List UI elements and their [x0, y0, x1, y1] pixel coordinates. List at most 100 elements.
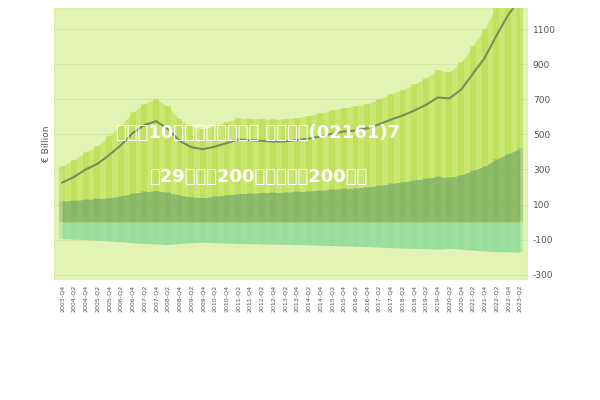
Bar [388, 184, 394, 222]
Bar [176, 222, 182, 244]
Bar [505, 0, 511, 154]
Bar [388, 222, 394, 248]
Bar [400, 182, 406, 222]
Bar [294, 222, 300, 244]
Bar [305, 116, 311, 191]
Bar [83, 152, 89, 199]
Bar [493, 159, 499, 222]
Bar [400, 90, 406, 182]
Bar [294, 118, 300, 191]
Bar [83, 199, 89, 222]
Bar [423, 78, 429, 178]
Bar [224, 122, 229, 195]
Bar [353, 188, 358, 222]
Bar [470, 46, 476, 170]
Bar [341, 108, 347, 188]
Bar [271, 192, 277, 222]
Bar [118, 196, 124, 222]
Bar [282, 192, 288, 222]
Bar [446, 177, 452, 222]
Bar [106, 222, 112, 241]
Bar [458, 62, 464, 175]
Bar [435, 70, 440, 176]
Bar [224, 222, 229, 243]
Bar [305, 191, 311, 222]
Bar [423, 178, 429, 222]
Bar [435, 176, 440, 222]
Bar [235, 222, 241, 244]
Y-axis label: € Billion: € Billion [42, 126, 51, 162]
Bar [388, 94, 394, 184]
Bar [259, 222, 265, 244]
Bar [200, 198, 206, 222]
Bar [517, 222, 523, 252]
Bar [71, 160, 77, 200]
Bar [482, 166, 488, 222]
Bar [176, 120, 182, 195]
Bar [435, 222, 440, 249]
Bar [259, 193, 265, 222]
Bar [517, 0, 523, 148]
Bar [411, 222, 417, 248]
Bar [235, 194, 241, 222]
Bar [353, 106, 358, 188]
Bar [188, 222, 194, 243]
Bar [83, 222, 89, 240]
Bar [353, 222, 358, 246]
Bar [294, 191, 300, 222]
Bar [94, 222, 100, 240]
Bar [71, 200, 77, 222]
Bar [411, 84, 417, 180]
Bar [305, 222, 311, 245]
Bar [317, 190, 323, 222]
Bar [212, 196, 218, 222]
Bar [271, 222, 277, 244]
Bar [376, 99, 382, 185]
Bar [493, 222, 499, 252]
Bar [470, 170, 476, 222]
Bar [341, 222, 347, 246]
Bar [94, 198, 100, 222]
Bar [59, 166, 65, 201]
Bar [188, 126, 194, 197]
Bar [59, 201, 65, 222]
Bar [400, 222, 406, 248]
Bar [142, 222, 147, 244]
Bar [376, 222, 382, 247]
Bar [54, 8, 528, 280]
Bar [130, 193, 136, 222]
Bar [130, 222, 136, 243]
Bar [153, 99, 159, 190]
Bar [259, 119, 265, 193]
Bar [212, 222, 218, 243]
Bar [376, 185, 382, 222]
Bar [165, 222, 171, 244]
Bar [235, 118, 241, 194]
Bar [247, 222, 253, 244]
Bar [505, 222, 511, 252]
Bar [247, 118, 253, 193]
Bar [106, 198, 112, 222]
Bar [505, 154, 511, 222]
Bar [329, 110, 335, 189]
Bar [446, 72, 452, 177]
Bar [200, 222, 206, 242]
Bar [271, 120, 277, 192]
Bar [446, 222, 452, 248]
Bar [341, 188, 347, 222]
Bar [224, 195, 229, 222]
Bar [153, 222, 159, 244]
Bar [317, 222, 323, 245]
Bar [200, 129, 206, 198]
Text: 月29日斥资200万港元回购200万股: 月29日斥资200万港元回购200万股 [149, 168, 367, 186]
Bar [142, 104, 147, 191]
Bar [118, 222, 124, 242]
Bar [364, 104, 370, 187]
Bar [517, 148, 523, 222]
Bar [282, 119, 288, 192]
Bar [106, 136, 112, 198]
Bar [458, 222, 464, 249]
Bar [71, 222, 77, 239]
Bar [59, 222, 65, 239]
Bar [458, 175, 464, 222]
